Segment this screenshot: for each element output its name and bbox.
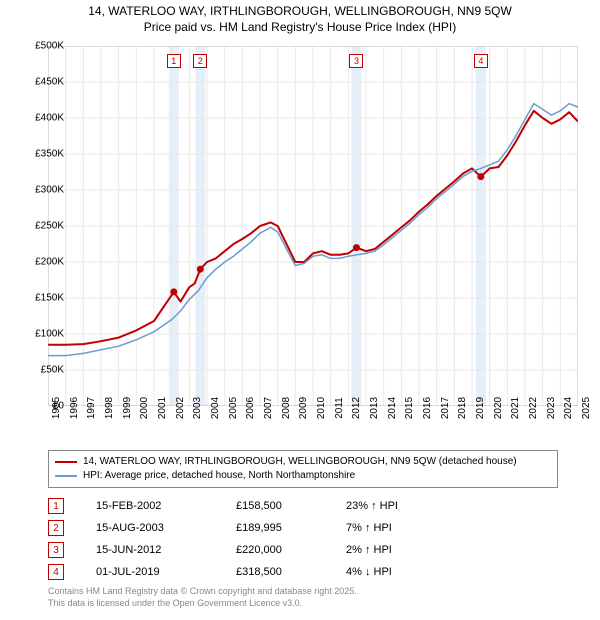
x-axis-label: 1999 bbox=[122, 397, 133, 419]
legend-box: 14, WATERLOO WAY, IRTHLINGBOROUGH, WELLI… bbox=[48, 450, 558, 488]
x-axis-label: 2005 bbox=[228, 397, 239, 419]
x-axis-label: 2010 bbox=[316, 397, 327, 419]
legend-label-property: 14, WATERLOO WAY, IRTHLINGBOROUGH, WELLI… bbox=[83, 455, 517, 469]
title-line-1: 14, WATERLOO WAY, IRTHLINGBOROUGH, WELLI… bbox=[0, 4, 600, 20]
y-axis-label: £450K bbox=[35, 77, 64, 88]
footer-line-2: This data is licensed under the Open Gov… bbox=[48, 598, 558, 610]
title-line-2: Price paid vs. HM Land Registry's House … bbox=[0, 20, 600, 36]
x-axis-label: 2003 bbox=[192, 397, 203, 419]
x-axis-label: 2012 bbox=[351, 397, 362, 419]
x-axis-label: 2002 bbox=[175, 397, 186, 419]
x-axis-label: 1996 bbox=[69, 397, 80, 419]
transaction-pct: 7% ↑ HPI bbox=[346, 522, 486, 534]
event-marker-1: 1 bbox=[167, 54, 181, 68]
x-axis-label: 2001 bbox=[157, 397, 168, 419]
x-axis-label: 2017 bbox=[440, 397, 451, 419]
x-axis-label: 2014 bbox=[387, 397, 398, 419]
transaction-row: 3 15-JUN-2012 £220,000 2% ↑ HPI bbox=[48, 539, 558, 561]
transaction-price: £158,500 bbox=[236, 500, 346, 512]
x-axis-label: 2016 bbox=[422, 397, 433, 419]
transaction-date: 15-FEB-2002 bbox=[96, 500, 236, 512]
transaction-pct: 2% ↑ HPI bbox=[346, 544, 486, 556]
transaction-marker-1: 1 bbox=[48, 498, 64, 514]
event-marker-4: 4 bbox=[474, 54, 488, 68]
legend-row-property: 14, WATERLOO WAY, IRTHLINGBOROUGH, WELLI… bbox=[55, 455, 551, 469]
transaction-marker-3: 3 bbox=[48, 542, 64, 558]
x-axis-label: 2004 bbox=[210, 397, 221, 419]
x-axis-label: 1995 bbox=[51, 397, 62, 419]
y-axis-label: £500K bbox=[35, 41, 64, 52]
y-axis-label: £200K bbox=[35, 257, 64, 268]
x-axis-label: 2025 bbox=[581, 397, 592, 419]
x-axis-label: 2011 bbox=[334, 397, 345, 419]
y-axis-label: £350K bbox=[35, 149, 64, 160]
transaction-pct: 4% ↓ HPI bbox=[346, 566, 486, 578]
x-axis-label: 1997 bbox=[86, 397, 97, 419]
x-axis-label: 2021 bbox=[510, 397, 521, 419]
x-axis-label: 2007 bbox=[263, 397, 274, 419]
chart-container: 14, WATERLOO WAY, IRTHLINGBOROUGH, WELLI… bbox=[0, 0, 600, 620]
event-marker-3: 3 bbox=[349, 54, 363, 68]
legend-swatch-hpi bbox=[55, 475, 77, 477]
transaction-row: 4 01-JUL-2019 £318,500 4% ↓ HPI bbox=[48, 561, 558, 583]
legend-row-hpi: HPI: Average price, detached house, Nort… bbox=[55, 469, 551, 483]
x-axis-label: 2006 bbox=[245, 397, 256, 419]
y-axis-label: £150K bbox=[35, 293, 64, 304]
chart-area: 12 3 4 bbox=[48, 46, 578, 406]
transaction-marker-2: 2 bbox=[48, 520, 64, 536]
transaction-row: 2 15-AUG-2003 £189,995 7% ↑ HPI bbox=[48, 517, 558, 539]
x-axis-label: 2008 bbox=[281, 397, 292, 419]
x-axis-label: 2020 bbox=[493, 397, 504, 419]
event-marker-2: 2 bbox=[193, 54, 207, 68]
x-axis-label: 2024 bbox=[563, 397, 574, 419]
transaction-price: £318,500 bbox=[236, 566, 346, 578]
transaction-date: 01-JUL-2019 bbox=[96, 566, 236, 578]
title-block: 14, WATERLOO WAY, IRTHLINGBOROUGH, WELLI… bbox=[0, 0, 600, 35]
x-axis-label: 2019 bbox=[475, 397, 486, 419]
y-axis-label: £100K bbox=[35, 329, 64, 340]
transaction-price: £220,000 bbox=[236, 544, 346, 556]
chart-svg bbox=[48, 46, 578, 406]
x-axis-label: 2015 bbox=[404, 397, 415, 419]
transaction-marker-4: 4 bbox=[48, 564, 64, 580]
legend-label-hpi: HPI: Average price, detached house, Nort… bbox=[83, 469, 355, 483]
legend-swatch-property bbox=[55, 461, 77, 463]
x-axis-label: 2009 bbox=[298, 397, 309, 419]
x-axis-label: 2023 bbox=[546, 397, 557, 419]
footer-line-1: Contains HM Land Registry data © Crown c… bbox=[48, 586, 558, 598]
transaction-pct: 23% ↑ HPI bbox=[346, 500, 486, 512]
y-axis-label: £400K bbox=[35, 113, 64, 124]
transaction-date: 15-AUG-2003 bbox=[96, 522, 236, 534]
x-axis-label: 1998 bbox=[104, 397, 115, 419]
x-axis-label: 2022 bbox=[528, 397, 539, 419]
transaction-price: £189,995 bbox=[236, 522, 346, 534]
x-axis-label: 2018 bbox=[457, 397, 468, 419]
transactions-table: 1 15-FEB-2002 £158,500 23% ↑ HPI 2 15-AU… bbox=[48, 495, 558, 583]
y-axis-label: £250K bbox=[35, 221, 64, 232]
y-axis-label: £300K bbox=[35, 185, 64, 196]
y-axis-label: £50K bbox=[41, 365, 64, 376]
x-axis-label: 2000 bbox=[139, 397, 150, 419]
footer: Contains HM Land Registry data © Crown c… bbox=[48, 586, 558, 609]
transaction-row: 1 15-FEB-2002 £158,500 23% ↑ HPI bbox=[48, 495, 558, 517]
x-axis-label: 2013 bbox=[369, 397, 380, 419]
transaction-date: 15-JUN-2012 bbox=[96, 544, 236, 556]
